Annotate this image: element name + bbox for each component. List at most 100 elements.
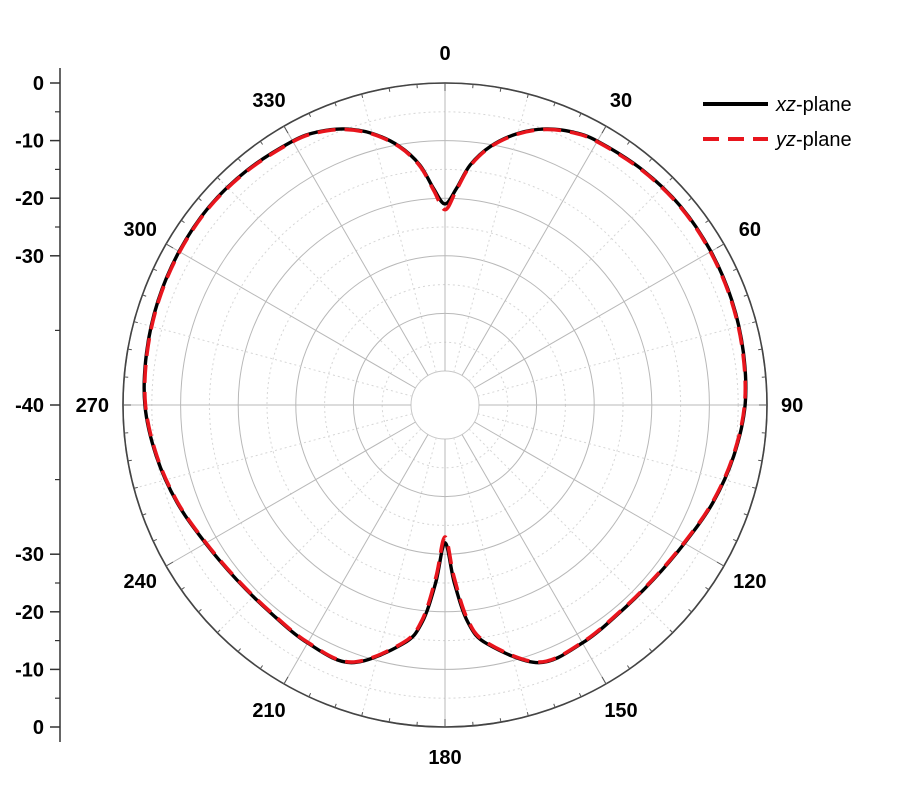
ring-tick (752, 321, 757, 324)
ring-tick (716, 243, 725, 249)
grid-spoke (361, 93, 437, 373)
ring-tick (626, 140, 631, 145)
ring-tick (308, 112, 312, 118)
ring-tick (601, 676, 607, 685)
grid-spoke (216, 176, 422, 382)
grid-spoke (461, 125, 607, 376)
angle-tick-label-270: 270 (76, 395, 109, 417)
angle-tick-label-240: 240 (123, 571, 156, 593)
angle-tick-label-90: 90 (781, 395, 803, 417)
ring-tick (705, 219, 710, 224)
ring-tick (361, 93, 364, 98)
legend-label-xz: xz-plane (775, 94, 852, 116)
legend-label-yz-italic: yz (774, 129, 796, 151)
angular-tick-labels: 0 30 60 90 120 150 180 210 240 270 300 330 (76, 43, 804, 769)
grid-spoke (461, 434, 607, 685)
ring-tick (649, 648, 653, 652)
radial-tick-label: -40 (15, 395, 44, 417)
grid-spoke (453, 93, 529, 373)
grid-spoke (283, 434, 429, 685)
ring-tick (758, 348, 763, 351)
ring-tick (526, 712, 529, 717)
radial-tick-label: 0 (33, 717, 44, 739)
ring-tick (133, 321, 138, 324)
ring-tick (732, 538, 738, 542)
ring-tick (180, 219, 185, 224)
angle-tick-label-120: 120 (733, 571, 766, 593)
ring-tick (688, 197, 692, 201)
radial-tick-label: -30 (15, 246, 44, 268)
legend-label-xz-italic: xz (775, 94, 796, 116)
grid-spoke (477, 413, 757, 489)
ring-tick (283, 676, 289, 685)
ring-tick (669, 176, 674, 181)
legend-label-yz-rest: -plane (796, 129, 852, 151)
ring-tick (688, 609, 692, 613)
ring-tick (142, 513, 147, 516)
ring-tick (732, 268, 738, 272)
ring-tick (237, 158, 241, 162)
ring-tick (499, 87, 502, 92)
ring-tick (526, 93, 529, 98)
ring-tick (743, 294, 748, 297)
ring-tick (705, 586, 710, 591)
radial-tick-label: -20 (15, 602, 44, 624)
ring-tick (743, 513, 748, 516)
grid-spoke (283, 125, 429, 376)
legend-label-xz-rest: -plane (796, 94, 852, 116)
grid-spoke (216, 428, 422, 634)
ring-tick (198, 197, 202, 201)
ring-tick (152, 538, 158, 542)
grid-spoke (165, 243, 416, 389)
ring-tick (283, 125, 289, 134)
grid-spoke (474, 243, 725, 389)
ring-tick (259, 140, 264, 145)
ring-tick (308, 692, 312, 698)
legend-label-yz: yz-plane (774, 129, 852, 151)
ring-tick (216, 176, 221, 181)
legend: xz-plane yz-plane (703, 94, 852, 151)
radial-tick-label: -10 (15, 131, 44, 153)
ring-tick (180, 586, 185, 591)
radial-tick-label: -20 (15, 188, 44, 210)
ring-tick (578, 692, 582, 698)
grid-spoke (361, 437, 437, 717)
series-line-yz (142, 127, 748, 664)
ring-tick (152, 268, 158, 272)
angle-tick-label-330: 330 (252, 90, 285, 112)
radial-tick-label: -30 (15, 544, 44, 566)
grid-spoke (468, 176, 674, 382)
ring-tick (553, 703, 556, 708)
ring-tick (133, 486, 138, 489)
angle-tick-label-150: 150 (604, 700, 637, 722)
ring-tick (127, 348, 132, 351)
grid-spoke (474, 421, 725, 567)
angle-tick-label-180: 180 (428, 747, 461, 769)
grid-spoke (453, 437, 529, 717)
angle-tick-label-60: 60 (739, 219, 761, 241)
ring-tick (388, 718, 391, 723)
grid-spoke (133, 413, 413, 489)
angle-tick-label-30: 30 (610, 90, 632, 112)
ring-tick (669, 629, 674, 634)
grid-spoke (468, 428, 674, 634)
ring-tick (758, 459, 763, 462)
ring-tick (142, 294, 147, 297)
ring-tick (752, 486, 757, 489)
inner-circle (410, 370, 480, 440)
ring-tick (127, 459, 132, 462)
ring-tick (388, 87, 391, 92)
ring-tick (649, 158, 653, 162)
ring-tick (334, 102, 337, 107)
ring-tick (165, 561, 174, 567)
angle-tick-label-300: 300 (123, 219, 156, 241)
polar-grid (122, 82, 768, 728)
ring-tick (198, 609, 202, 613)
ring-tick (578, 112, 582, 118)
radial-tick-label: 0 (33, 73, 44, 95)
ring-tick (216, 629, 221, 634)
radial-tick-label: -10 (15, 659, 44, 681)
grid-spoke (165, 421, 416, 567)
grid-spoke (477, 321, 757, 397)
